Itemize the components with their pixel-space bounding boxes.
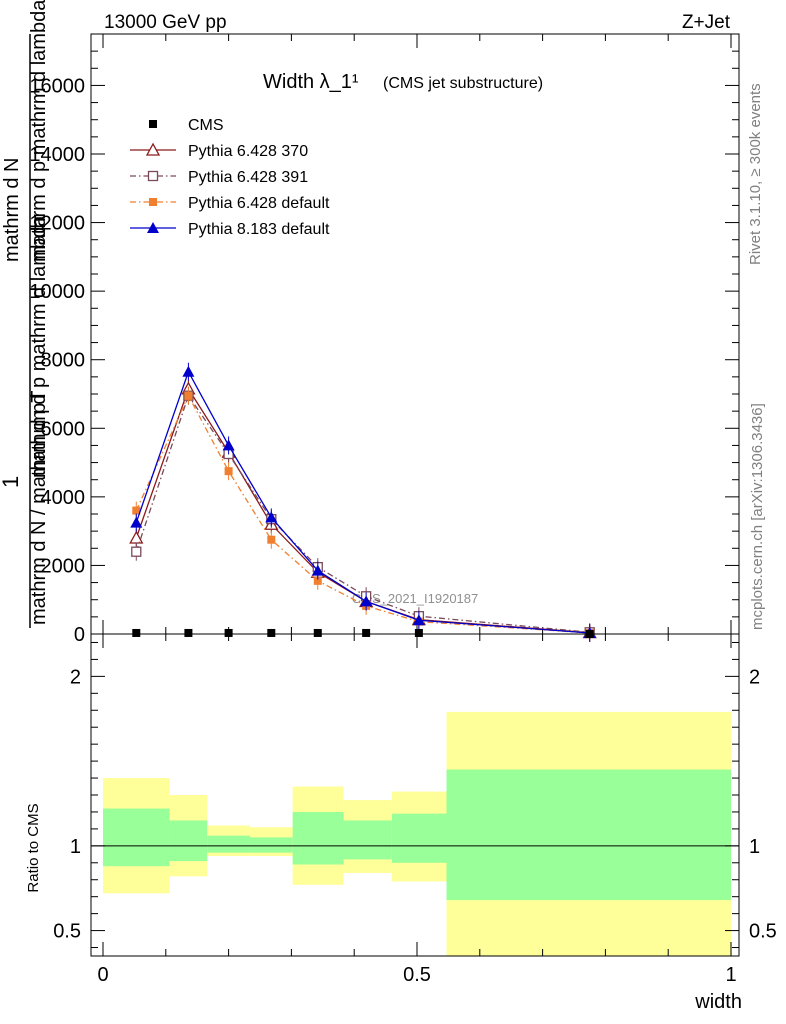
legend-label: Pythia 8.183 default	[188, 221, 330, 238]
ratio-y-axis-label: Ratio to CMS	[25, 803, 42, 892]
legend-label: CMS	[188, 117, 224, 134]
main-y-tick-label: 16000	[29, 75, 85, 97]
ratio-y-tick-label-right: 2	[749, 666, 760, 688]
data-point-marker	[224, 628, 233, 637]
series-line	[135, 394, 590, 634]
main-y-tick-label: 4000	[41, 487, 86, 509]
data-point-marker	[149, 120, 157, 128]
series-cms	[132, 628, 594, 638]
data-point-marker	[267, 628, 276, 637]
legend-entry: Pythia 6.428 391	[130, 169, 308, 186]
data-point-marker	[184, 391, 193, 400]
ratio-inner-band	[391, 813, 447, 863]
data-point-marker	[132, 506, 141, 515]
ratio-inner-band	[343, 820, 392, 860]
data-point-marker	[182, 365, 195, 377]
main-y-label-line: 1	[0, 476, 23, 488]
main-y-label-fragment: mathrm d p mathrm d lambda	[28, 0, 50, 262]
data-point-marker	[362, 628, 371, 637]
data-point-marker	[311, 564, 324, 576]
data-point-marker	[265, 511, 278, 523]
rivet-label: Rivet 3.1.10, ≥ 300k events	[747, 83, 764, 265]
header-process-label: Z+Jet	[682, 12, 731, 33]
main-y-tick-label: 0	[74, 624, 85, 646]
main-y-tick-label: 14000	[29, 144, 85, 166]
ratio-inner-band	[207, 835, 250, 853]
main-subtitle: (CMS jet substructure)	[383, 75, 543, 92]
x-tick-label: 0	[97, 964, 108, 986]
ratio-y-tick-label-right: 1	[749, 836, 760, 858]
legend-entry: Pythia 6.428 370	[130, 142, 308, 160]
series-pythia-8-183-default	[130, 362, 596, 642]
data-point-marker	[313, 576, 322, 585]
data-point-marker	[149, 198, 157, 206]
mcplots-label: mcplots.cern.ch [arXiv:1306.3436]	[749, 403, 766, 630]
ratio-y-tick-label: 1	[70, 836, 81, 858]
series-line	[135, 370, 590, 634]
data-point-marker	[267, 535, 276, 544]
ratio-panel: 0.5 0.5 1 1 2 2 0 0.5 1 Ratio to CMS width	[25, 633, 777, 1013]
data-point-marker	[313, 628, 322, 637]
data-point-marker	[145, 142, 161, 156]
data-point-marker	[184, 628, 193, 637]
data-point-marker	[412, 614, 425, 626]
data-point-marker	[147, 222, 159, 233]
main-y-tick-label: 12000	[29, 213, 85, 235]
ratio-y-tick-label: 2	[70, 666, 81, 688]
legend-label: Pythia 6.428 370	[188, 143, 308, 160]
main-y-label-line: mathrm d N / mathrm d pT	[28, 391, 50, 626]
ratio-y-tick-label: 0.5	[53, 921, 81, 943]
legend-label: Pythia 6.428 default	[188, 195, 330, 212]
main-series-group	[129, 362, 597, 642]
main-y-tick-label: 10000	[29, 281, 85, 303]
x-tick-label: 0.5	[403, 964, 431, 986]
x-axis-label: width	[694, 991, 742, 1013]
main-y-tick-label: 2000	[41, 555, 86, 577]
ratio-inner-band	[446, 769, 731, 901]
ratio-inner-band	[103, 808, 170, 867]
legend: CMS Pythia 6.428 370 Pythia 6.428 391 Pythi…	[130, 117, 330, 238]
main-y-axis-label: 1 mathrm d N / mathrm d pT mathrm d Nmathr…	[0, 0, 50, 628]
data-point-marker	[131, 546, 142, 557]
data-point-marker	[224, 467, 233, 476]
main-y-tick-label: 6000	[41, 418, 86, 440]
data-point-marker	[147, 170, 159, 182]
data-point-marker	[414, 628, 423, 637]
main-title: Width λ_1¹	[263, 71, 359, 93]
legend-entry: Pythia 6.428 default	[130, 195, 330, 212]
main-title-group: Width λ_1¹ (CMS jet substructure)	[263, 71, 543, 93]
data-point-marker	[130, 516, 143, 528]
main-y-tick-label: 8000	[41, 350, 86, 372]
ratio-inner-band	[249, 837, 293, 853]
data-point-marker	[222, 439, 235, 451]
ratio-frame	[90, 633, 740, 957]
data-point-marker	[360, 595, 373, 607]
main-y-label-line: mathrm d p mathrm d lambda	[28, 215, 50, 478]
x-tick-label: 1	[725, 964, 736, 986]
ratio-axis-ticks: 0.5 0.5 1 1 2 2 0 0.5 1	[53, 634, 777, 986]
main-axis-ticks: 0 2000 4000 6000 8000 10000 12000 14000 16000	[29, 33, 739, 646]
ratio-inner-band	[292, 811, 344, 865]
legend-entry: Pythia 8.183 default	[130, 221, 330, 238]
ratio-bands	[91, 711, 739, 956]
legend-label: Pythia 6.428 391	[188, 169, 308, 186]
legend-entry: CMS	[149, 117, 224, 134]
header-energy-label: 13000 GeV pp	[104, 12, 227, 33]
main-y-label-line: mathrm d N	[1, 158, 23, 262]
ratio-y-tick-label-right: 0.5	[749, 921, 777, 943]
ratio-inner-band	[169, 820, 208, 862]
data-point-marker	[132, 628, 141, 637]
